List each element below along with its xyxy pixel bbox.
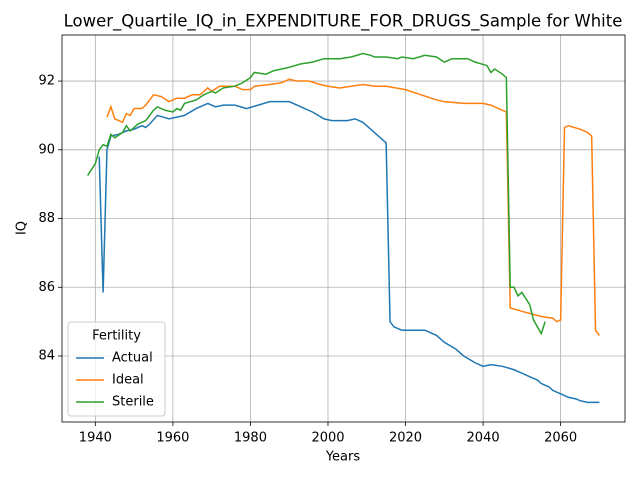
x-tick-label: 2000 (311, 431, 344, 446)
legend: Fertility Actual Ideal Sterile (67, 321, 166, 417)
x-tick-label: 2060 (544, 431, 577, 446)
y-tick-label: 92 (38, 74, 55, 89)
plot-frame (61, 34, 626, 423)
x-tick-label: 2020 (389, 431, 422, 446)
x-tick-label: 2040 (467, 431, 500, 446)
y-tick-label: 90 (38, 142, 55, 157)
series-line (106, 78, 601, 336)
y-tick-label: 84 (38, 349, 55, 364)
series-line (98, 100, 600, 404)
legend-label: Sterile (112, 395, 154, 410)
series-line (86, 52, 546, 336)
y-tick-label: 86 (38, 280, 55, 295)
y-axis-label: IQ (15, 221, 30, 235)
legend-box (67, 321, 166, 417)
x-tick-label: 1960 (156, 431, 189, 446)
chart-title: Lower_Quartile_IQ_in_EXPENDITURE_FOR_DRU… (64, 12, 623, 32)
y-tick-label: 88 (38, 211, 55, 226)
legend-label: Ideal (112, 373, 144, 388)
x-tick-label: 1980 (234, 431, 267, 446)
x-tick-label: 1940 (79, 431, 112, 446)
x-axis-label: Years (325, 450, 361, 465)
legend-title: Fertility (92, 329, 141, 344)
legend-label: Actual (112, 351, 153, 366)
